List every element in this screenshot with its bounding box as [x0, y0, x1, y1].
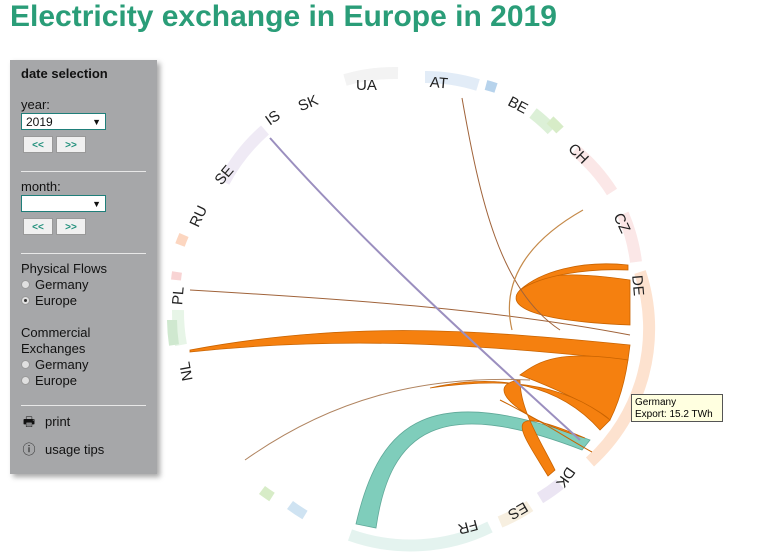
ring-segment-nl[interactable]: [172, 309, 187, 347]
chevron-down-icon: ▼: [92, 199, 101, 209]
usage-tips-button[interactable]: ⓘ usage tips: [21, 439, 104, 458]
print-button[interactable]: 🖶 print: [21, 413, 70, 435]
year-next-button[interactable]: >>: [56, 136, 86, 153]
control-panel: date selection year: 2019 ▼ << >> month:…: [10, 60, 157, 474]
year-value: 2019: [26, 115, 53, 129]
radio-selected-icon: [21, 296, 30, 306]
printer-icon: 🖶: [22, 414, 36, 429]
flow-de-dk[interactable]: [503, 379, 586, 477]
label-pl[interactable]: PL: [169, 286, 188, 306]
ring-segments: [172, 66, 656, 552]
year-label: year:: [21, 97, 50, 112]
label-fr[interactable]: FR: [456, 516, 480, 538]
exchanges-label: Exchanges: [21, 341, 86, 356]
ring-accents: [167, 80, 564, 520]
label-de[interactable]: DE: [628, 274, 647, 296]
year-prev-button[interactable]: <<: [23, 136, 53, 153]
label-cz[interactable]: CZ: [610, 211, 634, 236]
label-sk[interactable]: SK: [296, 92, 321, 115]
label-ru[interactable]: RU: [187, 203, 212, 230]
label-is[interactable]: IS: [262, 107, 283, 129]
year-select[interactable]: 2019 ▼: [21, 113, 106, 130]
page-title: Electricity exchange in Europe in 2019: [10, 0, 557, 33]
flow-is: [269, 137, 581, 441]
flow-pl: [189, 289, 631, 336]
ring-segment-dk[interactable]: [536, 479, 564, 504]
chord-diagram: AT BE CH CZ DE DK ES FR NL PL RU SE IS S…: [167, 66, 656, 552]
label-nl[interactable]: NL: [177, 360, 197, 382]
flow-de-fan[interactable]: [429, 381, 611, 431]
divider: [21, 171, 146, 172]
date-selection-heading: date selection: [21, 66, 108, 81]
physical-flows-label: Physical Flows: [21, 261, 107, 276]
radio-commercial-europe[interactable]: Europe: [21, 373, 77, 388]
label-at[interactable]: AT: [429, 74, 448, 93]
radio-physical-germany[interactable]: Germany: [21, 277, 88, 292]
tooltip: Germany Export: 15.2 TWh: [631, 394, 723, 422]
flow-de-main[interactable]: [515, 274, 631, 326]
month-select[interactable]: ▼: [21, 195, 106, 212]
label-ua[interactable]: UA: [356, 77, 377, 94]
ring-segment-se[interactable]: [218, 125, 270, 185]
month-next-button[interactable]: >>: [56, 218, 86, 235]
info-icon: ⓘ: [22, 442, 36, 457]
ring-segment-ch[interactable]: [571, 145, 618, 196]
radio-icon: [21, 376, 30, 386]
radio-icon: [21, 360, 30, 370]
commercial-label: Commercial: [21, 325, 91, 340]
ring-segment-be[interactable]: [529, 108, 557, 135]
tooltip-export: Export: 15.2 TWh: [635, 409, 713, 420]
divider: [21, 405, 146, 406]
flow-cz[interactable]: [519, 263, 629, 291]
radio-physical-europe[interactable]: Europe: [21, 293, 77, 308]
divider: [21, 253, 146, 254]
chevron-down-icon: ▼: [92, 117, 101, 127]
flow-ch: [508, 209, 584, 331]
radio-commercial-germany[interactable]: Germany: [21, 357, 88, 372]
label-be[interactable]: BE: [505, 93, 531, 117]
flow-fr-inner: [499, 399, 593, 453]
flow-fr[interactable]: [355, 411, 591, 529]
month-prev-button[interactable]: <<: [23, 218, 53, 235]
ring-segment-de[interactable]: [585, 270, 656, 467]
month-label: month:: [21, 179, 61, 194]
flow-de-lower[interactable]: [519, 355, 629, 421]
ring-segment-cz[interactable]: [617, 211, 642, 263]
ring-segment-fr[interactable]: [347, 521, 493, 552]
ring-segment-ua[interactable]: [343, 66, 399, 86]
ring-segment-es[interactable]: [497, 500, 534, 528]
flow-de-nl[interactable]: [189, 330, 631, 361]
flows: [189, 97, 631, 529]
flow-misc: [244, 378, 531, 461]
flow-at: [461, 97, 561, 331]
tooltip-country: Germany: [635, 397, 677, 408]
ring-segment-at[interactable]: [424, 71, 480, 91]
radio-icon: [21, 280, 30, 290]
